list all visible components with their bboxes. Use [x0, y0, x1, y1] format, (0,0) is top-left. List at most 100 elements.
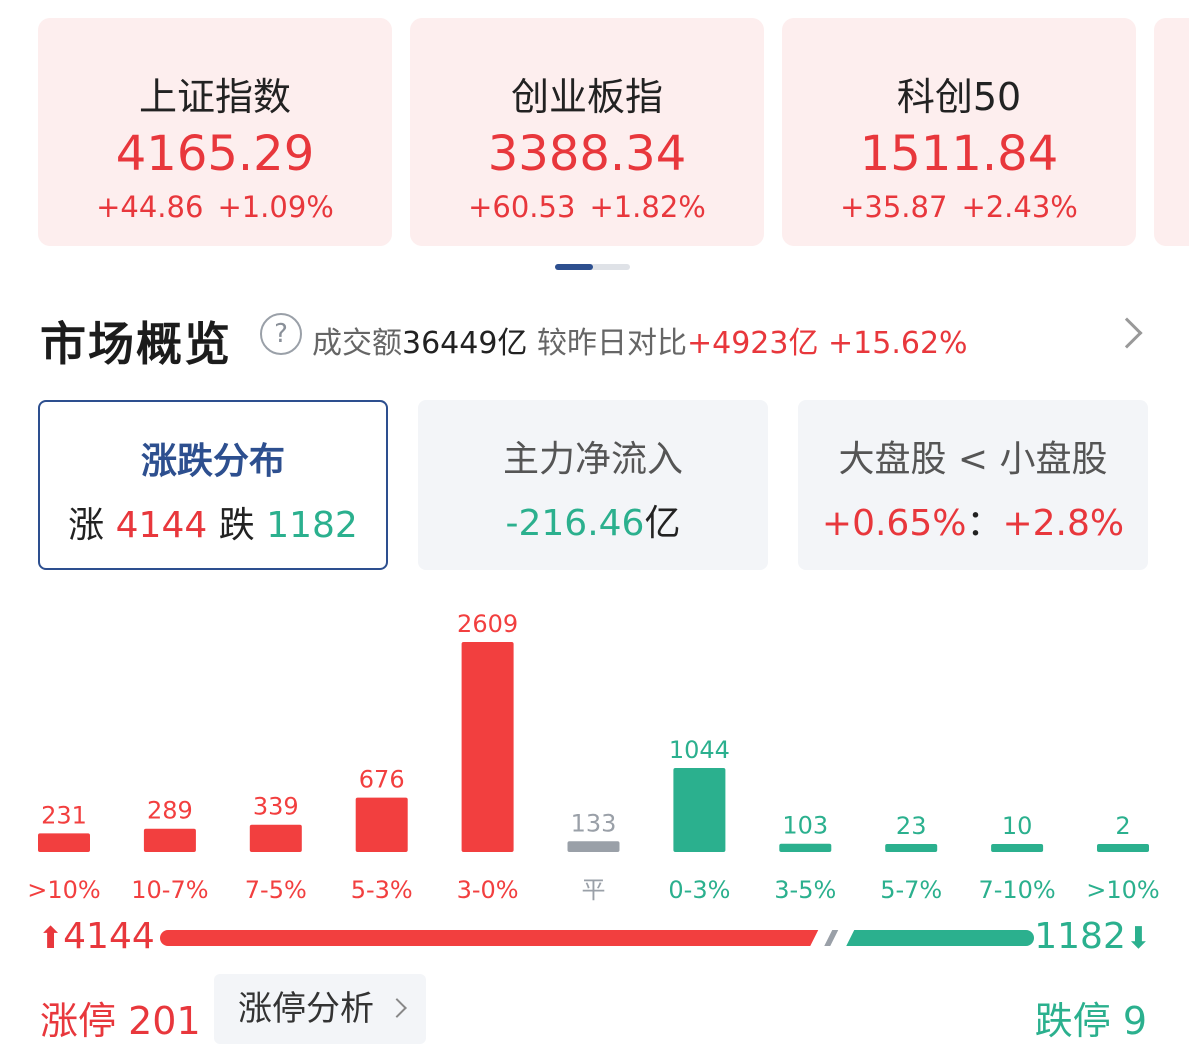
- bar-6: [673, 767, 726, 852]
- compare-pct: +15.62%: [828, 326, 968, 361]
- tab-main-flow-value: -216.46亿: [418, 494, 768, 546]
- bar-value-label-4: 2609: [457, 610, 518, 638]
- category-label-4: 3-0%: [457, 876, 519, 904]
- limit-down: 跌停 9: [1035, 990, 1147, 1045]
- index-name: 科创50: [896, 75, 1022, 119]
- bar-7: [779, 843, 832, 852]
- limit-up-value: 201: [128, 999, 201, 1043]
- limit-analysis-button[interactable]: 涨停分析: [214, 974, 426, 1044]
- up-ratio-segment: [160, 930, 819, 946]
- index-name: 创业板指: [510, 75, 663, 119]
- overview-stats: 成交额36449亿 较昨日对比+4923亿 +15.62%: [312, 318, 968, 362]
- down-count: 1182⬇: [1034, 916, 1151, 957]
- ratio-bar-svg: [160, 930, 1034, 946]
- limit-down-label: 跌停: [1034, 999, 1111, 1043]
- turnover-label: 成交额: [312, 326, 402, 361]
- compare-label: 较昨日对比: [536, 326, 687, 361]
- limit-down-value: 9: [1122, 999, 1147, 1043]
- category-label-2: 7-5%: [245, 876, 307, 904]
- index-card-next-partial[interactable]: [1154, 18, 1189, 246]
- category-label-1: 10-7%: [131, 876, 208, 904]
- distribution-chart-svg: 231 >10% 289 10-7% 339 7-5% 676 5-3% 2609 3-0% 133…: [27, 610, 1159, 904]
- down-value: 1182: [266, 505, 358, 546]
- bar-5: [567, 841, 620, 852]
- category-label-8: 5-7%: [880, 876, 942, 904]
- bar-value-label-8: 23: [896, 812, 927, 840]
- category-label-6: 0-3%: [668, 876, 730, 904]
- down-count-value: 1182: [1034, 916, 1126, 957]
- tab-main-flow-title: 主力净流入: [502, 439, 683, 480]
- market-overview-header[interactable]: 市场概览 ? 成交额36449亿 较昨日对比+4923亿 +15.62%: [40, 300, 1150, 372]
- index-carousel: 上证指数 4165.29 +44.86 +1.09% 创业板指 3388.34 +…: [0, 0, 1189, 260]
- tab-cap-compare-title: 大盘股 < 小盘股: [838, 439, 1108, 480]
- index-change-points: +44.86: [96, 190, 204, 224]
- down-label: 跌: [218, 505, 255, 546]
- bar-0: [38, 833, 90, 852]
- bar-value-label-1: 289: [147, 797, 193, 825]
- large-cap-pct: +0.65%: [821, 503, 967, 544]
- up-count-value: 4144: [63, 916, 155, 957]
- carousel-pager: [555, 264, 630, 270]
- chevron-right-icon: [387, 998, 407, 1018]
- main-flow-value: -216.46: [505, 503, 645, 544]
- limit-up-label: 涨停: [40, 999, 117, 1043]
- tab-distribution-title: 涨跌分布: [140, 441, 285, 482]
- bar-value-label-2: 339: [253, 793, 299, 821]
- limit-row: 涨停 201 涨停分析 跌停 9: [0, 972, 1189, 1052]
- category-label-9: 7-10%: [978, 876, 1055, 904]
- tab-distribution-value: 涨 4144 跌 1182: [40, 496, 386, 548]
- chevron-right-icon[interactable]: [1111, 317, 1143, 349]
- index-change: +35.87 +2.43%: [782, 190, 1136, 224]
- up-value: 4144: [115, 505, 208, 546]
- category-label-5: 平: [582, 876, 606, 904]
- limit-up: 涨停 201: [40, 990, 201, 1045]
- bar-value-label-10: 2: [1115, 812, 1130, 840]
- bar-1: [143, 828, 196, 852]
- index-value: 1511.84: [859, 126, 1059, 182]
- tab-main-flow[interactable]: 主力净流入 -216.46亿: [418, 400, 768, 570]
- cap-separator: ：: [966, 503, 1003, 544]
- bar-value-label-6: 1044: [669, 736, 730, 764]
- bar-value-label-9: 10: [1002, 812, 1033, 840]
- tab-cap-compare[interactable]: 大盘股 < 小盘股 +0.65%：+2.8%: [798, 400, 1148, 570]
- bar-8: [885, 844, 938, 852]
- flat-ratio-segment: [824, 930, 839, 946]
- index-card-shanghai[interactable]: 上证指数 4165.29 +44.86 +1.09%: [38, 18, 392, 246]
- category-label-0: >10%: [27, 876, 100, 904]
- distribution-chart: 231 >10% 289 10-7% 339 7-5% 676 5-3% 2609 3-0% 133…: [0, 590, 1189, 910]
- bar-value-label-0: 231: [41, 801, 87, 829]
- index-card-chinext[interactable]: 创业板指 3388.34 +60.53 +1.82%: [410, 18, 764, 246]
- tab-distribution[interactable]: 涨跌分布 涨 4144 跌 1182: [38, 400, 388, 570]
- down-ratio-segment: [846, 930, 1034, 946]
- up-arrow-icon: ⬆: [38, 921, 64, 956]
- bar-2: [249, 824, 302, 852]
- tab-cap-compare-value: +0.65%：+2.8%: [798, 494, 1148, 546]
- bar-9: [991, 844, 1044, 852]
- category-label-10: >10%: [1086, 876, 1159, 904]
- bar-value-label-5: 133: [571, 809, 617, 837]
- down-arrow-icon: ⬇: [1125, 921, 1151, 956]
- index-value: 3388.34: [487, 126, 687, 182]
- overview-title: 市场概览: [40, 317, 232, 371]
- index-change-pct: +2.43%: [961, 190, 1078, 224]
- compare-value: +4923亿: [686, 326, 819, 361]
- up-count: ⬆4144: [38, 916, 155, 957]
- bar-value-label-7: 103: [782, 812, 828, 840]
- index-change-points: +60.53: [468, 190, 576, 224]
- index-value: 4165.29: [115, 126, 315, 182]
- help-icon[interactable]: ?: [260, 313, 302, 355]
- up-label: 涨: [68, 505, 105, 546]
- index-card-star50[interactable]: 科创50 1511.84 +35.87 +2.43%: [782, 18, 1136, 246]
- index-change-points: +35.87: [840, 190, 948, 224]
- bar-10: [1097, 844, 1149, 852]
- bar-3: [355, 797, 408, 852]
- index-change: +44.86 +1.09%: [38, 190, 392, 224]
- index-change: +60.53 +1.82%: [410, 190, 764, 224]
- bar-value-label-3: 676: [359, 766, 405, 794]
- limit-analysis-label: 涨停分析: [238, 989, 374, 1029]
- up-down-ratio: ⬆4144 1182⬇: [0, 910, 1189, 966]
- category-label-3: 5-3%: [351, 876, 413, 904]
- index-change-pct: +1.82%: [589, 190, 706, 224]
- small-cap-pct: +2.8%: [1002, 503, 1125, 544]
- main-flow-unit: 亿: [644, 503, 681, 544]
